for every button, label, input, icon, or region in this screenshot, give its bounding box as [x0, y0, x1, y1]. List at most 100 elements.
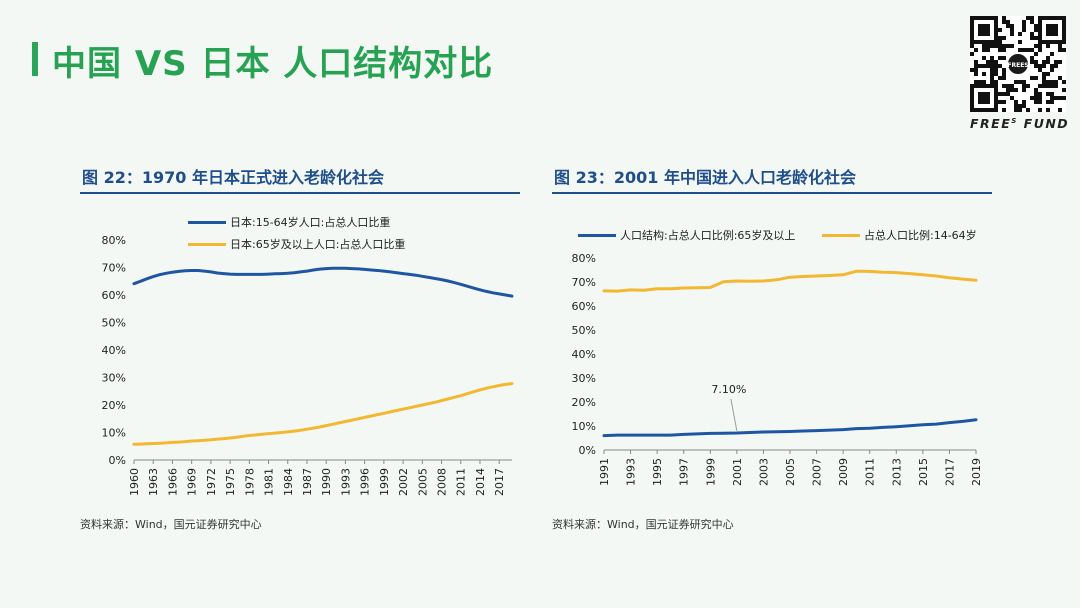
- qr-module: [994, 44, 998, 48]
- qr-module: [1014, 80, 1018, 84]
- qr-module: [1022, 100, 1026, 104]
- qr-module: [1010, 88, 1014, 92]
- qr-module: [1030, 20, 1034, 24]
- x-tick-label: 1993: [339, 468, 352, 496]
- y-tick-label: 70%: [102, 262, 126, 275]
- qr-module: [982, 44, 986, 48]
- qr-module: [994, 64, 998, 68]
- qr-module: [1038, 92, 1042, 96]
- qr-module: [1050, 96, 1054, 100]
- x-tick-label: 1984: [282, 468, 295, 496]
- series-line-0: [602, 418, 978, 438]
- qr-module: [1038, 48, 1042, 52]
- qr-module: [1038, 96, 1042, 100]
- x-tick-label: 1972: [205, 468, 218, 496]
- x-tick-label: 1960: [128, 468, 141, 496]
- qr-module: [1046, 56, 1050, 60]
- qr-module: [1006, 44, 1010, 48]
- qr-module: [1002, 20, 1006, 24]
- qr-module: [1010, 44, 1014, 48]
- qr-center-label: FREES: [1007, 62, 1028, 69]
- x-tick-label: 2017: [943, 458, 956, 486]
- qr-module: [1034, 28, 1038, 32]
- qr-module: [1002, 72, 1006, 76]
- series-line-0: [132, 266, 514, 298]
- qr-module: [1018, 108, 1022, 112]
- qr-module: [1002, 108, 1006, 112]
- qr-module: [1046, 72, 1050, 76]
- qr-module: [1050, 92, 1054, 96]
- qr-module: [1058, 44, 1062, 48]
- qr-module: [1006, 20, 1010, 24]
- y-tick-label: 60%: [572, 300, 596, 313]
- qr-module: [1018, 48, 1022, 52]
- y-tick-label: 30%: [572, 372, 596, 385]
- qr-module: [998, 36, 1002, 40]
- qr-module: [990, 60, 994, 64]
- qr-module: [1058, 60, 1062, 64]
- qr-module: [1034, 76, 1038, 80]
- qr-module: [1022, 28, 1026, 32]
- qr-module: [1050, 80, 1054, 84]
- qr-module: [1018, 32, 1022, 36]
- legend-item-china-elderly: 人口结构:占总人口比例:65岁及以上: [578, 227, 795, 243]
- title-accent-bar: [32, 42, 38, 76]
- qr-module: [1022, 104, 1026, 108]
- qr-module: [998, 40, 1002, 44]
- x-tick-label: 2007: [811, 458, 824, 486]
- y-tick-label: 50%: [102, 317, 126, 330]
- x-tick-label: 1996: [359, 468, 372, 496]
- qr-module: [998, 28, 1002, 32]
- qr-module: [1018, 104, 1022, 108]
- x-tick-label: 1987: [301, 468, 314, 496]
- qr-module: [970, 52, 974, 56]
- brand-logo: FREES FUND: [970, 116, 1070, 131]
- y-tick-label: 40%: [102, 344, 126, 357]
- qr-module: [1006, 92, 1010, 96]
- qr-module: [1002, 44, 1006, 48]
- qr-module: [998, 100, 1002, 104]
- qr-module: [1030, 16, 1034, 20]
- qr-module: [1046, 60, 1050, 64]
- x-tick-label: 1966: [166, 468, 179, 496]
- qr-module: [1014, 88, 1018, 92]
- qr-module: [982, 64, 986, 68]
- qr-module: [1046, 108, 1050, 112]
- y-tick-label: 30%: [102, 372, 126, 385]
- qr-module: [990, 56, 994, 60]
- qr-module: [1022, 24, 1026, 28]
- figure-23-title: 图 23：2001 年中国进入人口老龄化社会: [554, 168, 856, 187]
- qr-module: [974, 48, 978, 52]
- qr-module: [1046, 80, 1050, 84]
- qr-module: [1042, 84, 1046, 88]
- qr-module: [1026, 108, 1030, 112]
- qr-module: [1054, 80, 1058, 84]
- qr-module: [1058, 48, 1062, 52]
- qr-module: [986, 44, 990, 48]
- qr-module: [1006, 88, 1010, 92]
- y-tick-label: 60%: [102, 289, 126, 302]
- x-tick-label: 1999: [704, 458, 717, 486]
- qr-module: [1046, 44, 1050, 48]
- x-tick-label: 2017: [493, 468, 506, 496]
- figure-23-source: 资料来源：Wind，国元证券研究中心: [552, 518, 734, 531]
- qr-module: [1050, 84, 1054, 88]
- y-tick-label: 20%: [102, 399, 126, 412]
- qr-module: [998, 48, 1002, 52]
- qr-module: [998, 76, 1002, 80]
- qr-module: [986, 64, 990, 68]
- qr-module: [1002, 92, 1006, 96]
- qr-module: [974, 60, 978, 64]
- qr-module: [1054, 84, 1058, 88]
- qr-module: [982, 56, 986, 60]
- x-tick-label: 2005: [784, 458, 797, 486]
- qr-module: [974, 72, 978, 76]
- qr-module: [1002, 56, 1006, 60]
- y-tick-label: 0%: [109, 454, 126, 467]
- qr-code-block: FREES FREES FUND: [970, 16, 1068, 131]
- qr-module: [986, 48, 990, 52]
- x-tick-label: 1981: [263, 468, 276, 496]
- qr-finder: [1046, 24, 1058, 36]
- china-population-chart: 0% 10% 20% 30% 40% 50% 60% 70% 80% 1991 1993 1995 19…: [572, 252, 983, 486]
- x-tick-label: 1963: [147, 468, 160, 496]
